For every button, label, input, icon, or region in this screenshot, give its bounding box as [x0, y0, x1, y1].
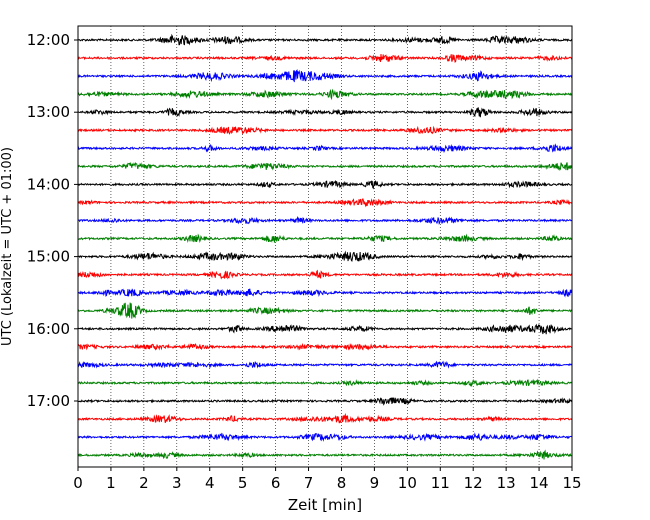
- x-tick-label-11: 11: [431, 474, 450, 492]
- trace-1415: [77, 197, 573, 208]
- x-tick-label-2: 2: [139, 474, 149, 492]
- trace-1200: [77, 33, 573, 46]
- trace-1245: [77, 88, 573, 101]
- trace-1600: [77, 323, 573, 335]
- y-tick-label-12:00: 12:00: [27, 31, 70, 49]
- trace-1215: [77, 53, 573, 63]
- trace-1615: [77, 342, 573, 351]
- trace-1315: [77, 125, 573, 135]
- y-tick-label-17:00: 17:00: [27, 392, 70, 410]
- plot-frame: [77, 25, 573, 468]
- trace-1500: [77, 250, 573, 263]
- trace-1330: [77, 143, 573, 154]
- y-tick-label-13:00: 13:00: [27, 103, 70, 121]
- trace-1515: [77, 269, 573, 280]
- x-tick-label-1: 1: [106, 474, 116, 492]
- trace-1300: [77, 107, 573, 118]
- y-axis-label: UTC (Lokalzeit = UTC + 01:00): [0, 147, 15, 346]
- trace-1345: [77, 161, 573, 171]
- trace-1545: [77, 302, 573, 319]
- seismic-traces: [77, 33, 573, 460]
- trace-1700: [77, 397, 573, 406]
- x-tick-label-8: 8: [337, 474, 347, 492]
- x-tick-label-14: 14: [530, 474, 549, 492]
- y-tick-label-14:00: 14:00: [27, 175, 70, 193]
- trace-1630: [77, 360, 573, 369]
- x-axis-label: Zeit [min]: [288, 496, 362, 514]
- x-tick-label-4: 4: [205, 474, 215, 492]
- x-tick-label-0: 0: [73, 474, 83, 492]
- trace-1530: [77, 288, 573, 298]
- x-tick-label-9: 9: [370, 474, 380, 492]
- trace-1400: [77, 179, 573, 190]
- x-tick-label-15: 15: [562, 474, 581, 492]
- trace-1445: [77, 233, 573, 243]
- x-tick-label-5: 5: [238, 474, 248, 492]
- x-tick-label-13: 13: [497, 474, 516, 492]
- trace-1430: [77, 215, 573, 225]
- x-tick-label-10: 10: [398, 474, 417, 492]
- trace-1715: [77, 412, 573, 424]
- trace-1745: [77, 449, 573, 460]
- trace-1230: [77, 69, 573, 83]
- y-tick-label-15:00: 15:00: [27, 248, 70, 266]
- x-tick-label-3: 3: [172, 474, 182, 492]
- x-tick-label-7: 7: [304, 474, 314, 492]
- y-axis-ticks: 12:00 13:00 14:00 15:00 16:00 17:00: [27, 31, 78, 410]
- trace-1645: [77, 378, 573, 388]
- x-tick-label-6: 6: [271, 474, 281, 492]
- y-tick-label-16:00: 16:00: [27, 320, 70, 338]
- trace-1730: [77, 432, 573, 442]
- x-tick-label-12: 12: [464, 474, 483, 492]
- x-axis-ticks: 0 1 2 3 4 5 6 7 8 9 10 11 12 13 14 15: [73, 467, 582, 492]
